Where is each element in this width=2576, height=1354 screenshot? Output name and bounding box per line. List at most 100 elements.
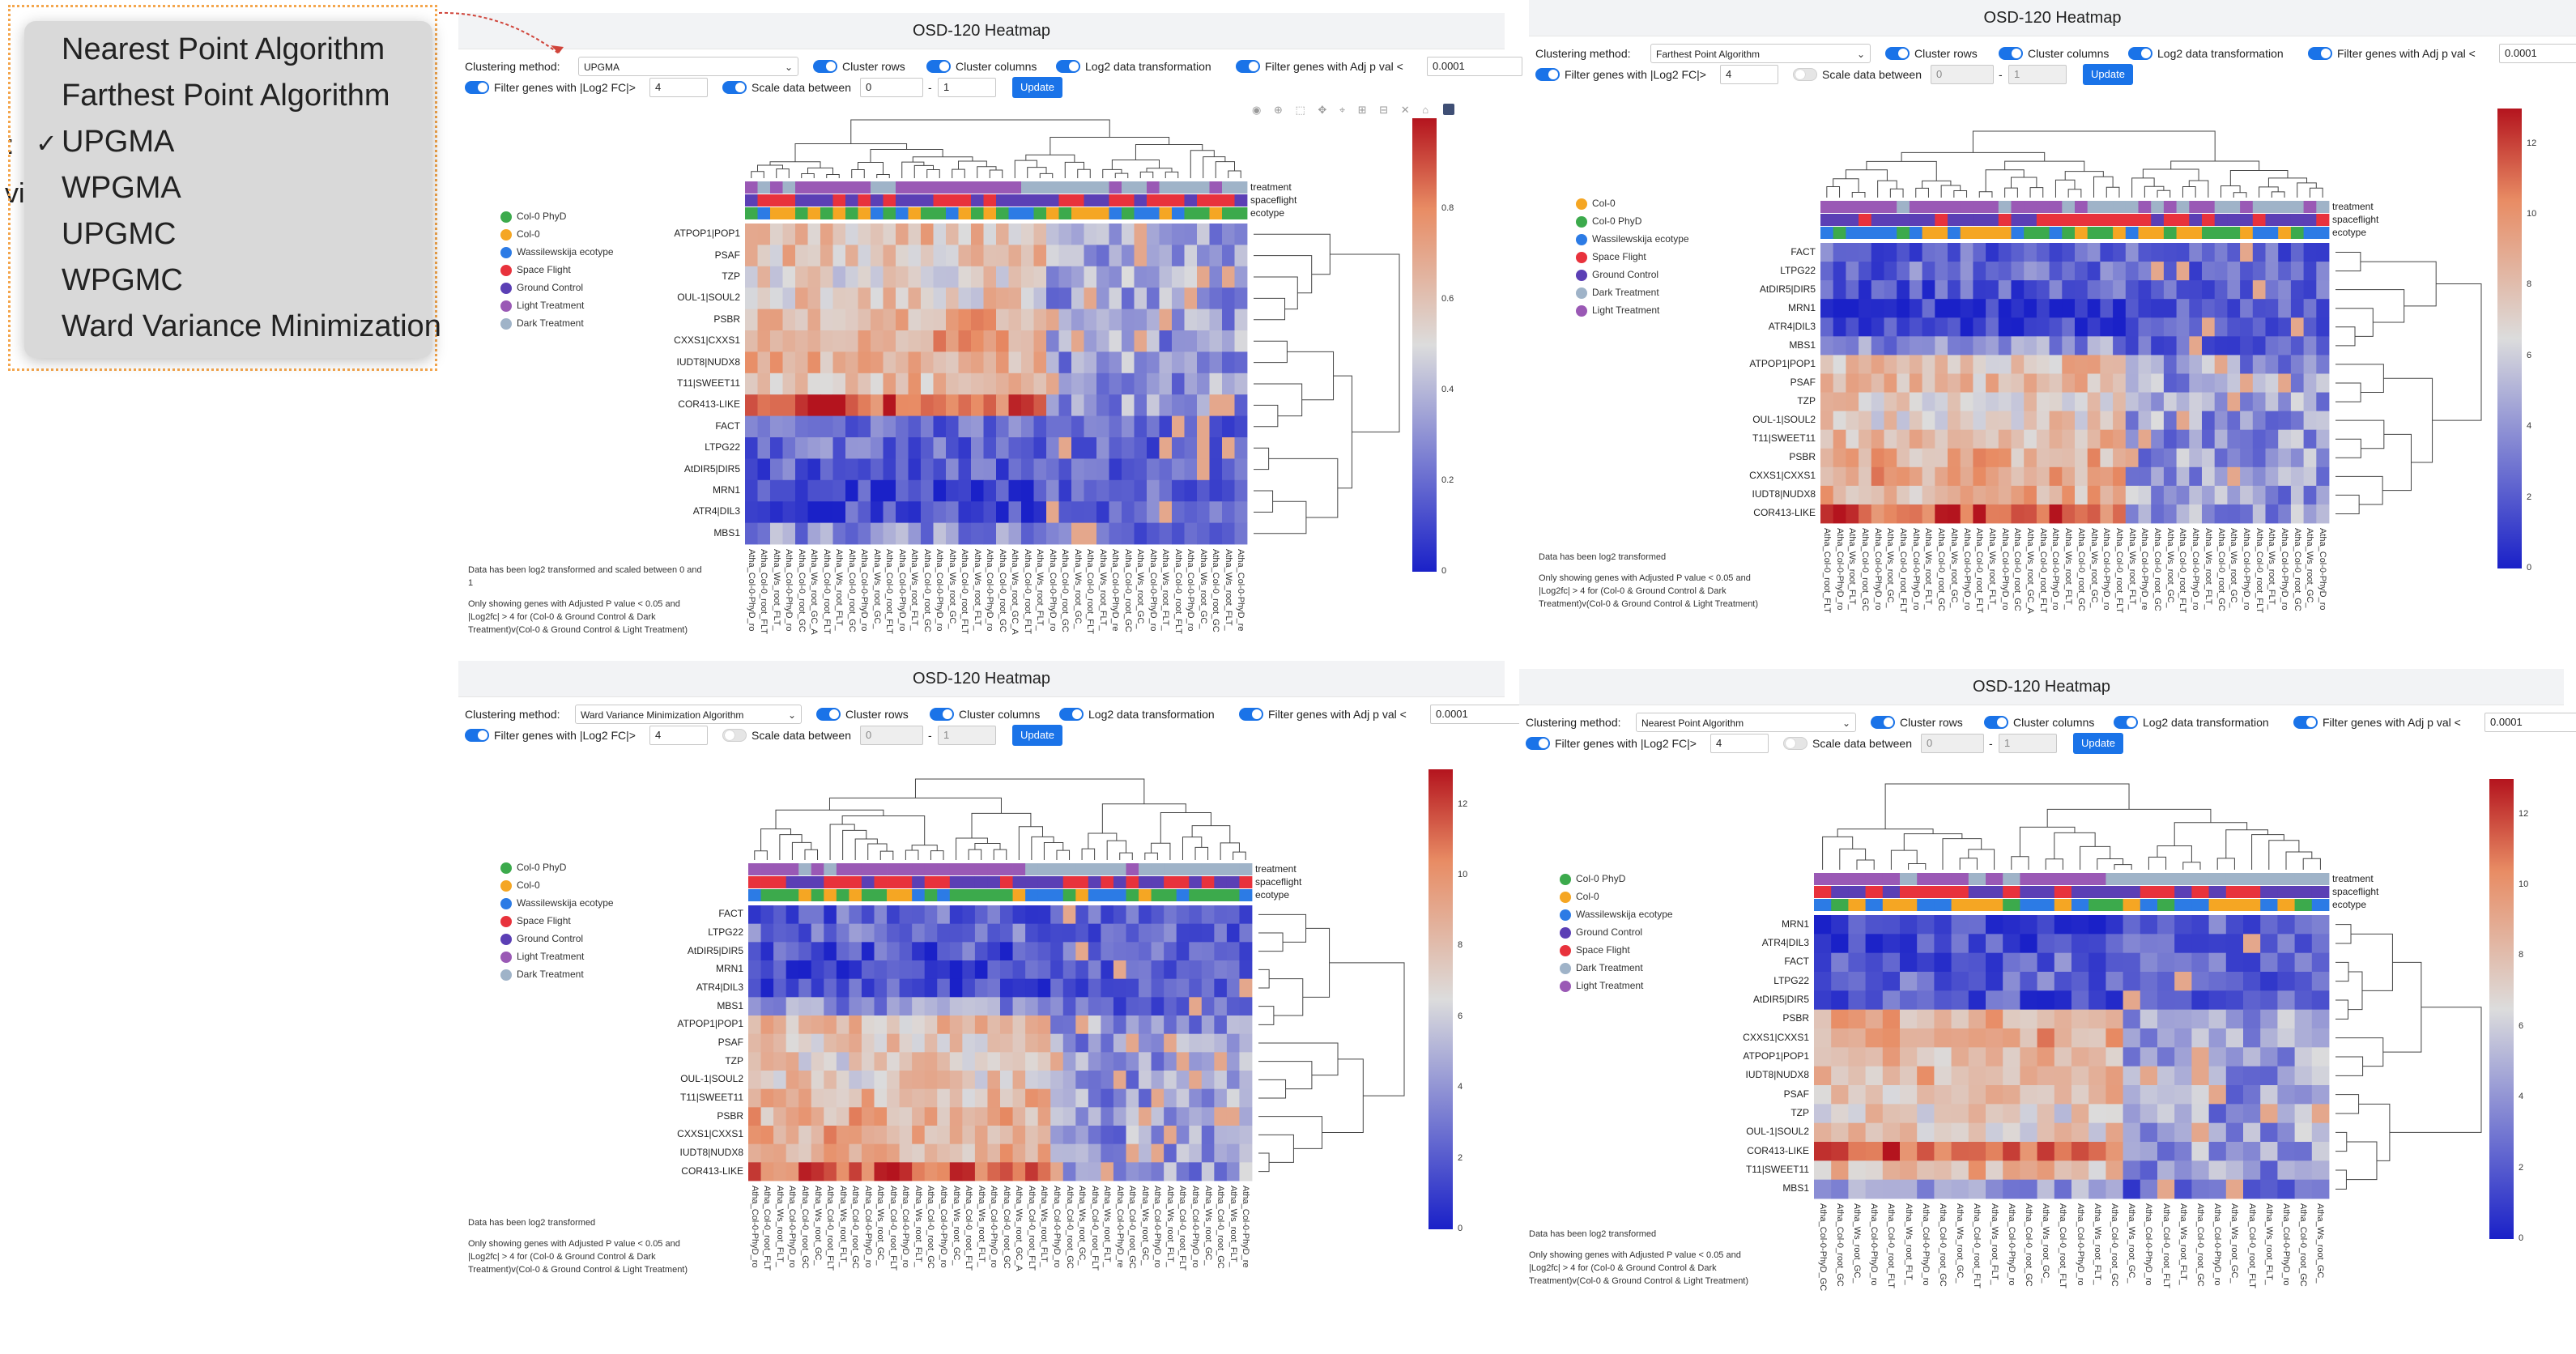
cluster-rows-toggle[interactable] [816, 708, 841, 721]
heatmap-cell [1122, 373, 1135, 395]
adj-p-value-input[interactable]: 0.0001 [2484, 713, 2576, 732]
log2fc-filter-toggle[interactable] [465, 729, 489, 742]
heatmap-cell [958, 266, 972, 288]
annotation-cell [2020, 873, 2037, 885]
heatmap-cell [883, 287, 896, 309]
log2fc-value-input[interactable]: 4 [649, 78, 708, 97]
scale-max-input[interactable]: 1 [2008, 65, 2067, 84]
log2-transform-toggle[interactable] [1059, 708, 1084, 721]
log2-transform-toggle[interactable] [1056, 60, 1080, 73]
heatmap-svg[interactable] [458, 661, 1505, 1325]
cluster-rows-toggle[interactable] [813, 60, 837, 73]
heatmap-cell [2024, 448, 2037, 468]
scale-data-toggle[interactable] [722, 81, 747, 94]
cluster-columns-toggle[interactable] [1984, 716, 2008, 729]
heatmap-cell [1848, 1160, 1866, 1181]
log2fc-filter-toggle[interactable] [1526, 737, 1550, 750]
heatmap-cell [1900, 915, 1918, 935]
log2fc-filter-toggle[interactable] [465, 81, 489, 94]
log2-transform-toggle[interactable] [2114, 716, 2138, 729]
plot-modebar[interactable]: ◉ ⊕ ⬚ ✥ ⌖ ⊞ ⊟ ✕ ⌂ [1252, 104, 1434, 116]
scale-min-input[interactable]: 0 [860, 78, 923, 97]
heatmap-cell [807, 266, 821, 288]
heatmap-cell [962, 923, 976, 943]
heatmap-cell [1184, 351, 1198, 374]
scale-min-input[interactable]: 0 [1921, 734, 1984, 753]
dropdown-option[interactable]: Ward Variance Minimization [62, 309, 441, 343]
cluster-rows-toggle[interactable] [1885, 47, 1910, 60]
dropdown-option[interactable]: UPGMC [62, 217, 177, 251]
scale-data-toggle[interactable] [1783, 737, 1807, 750]
cluster-columns-toggle[interactable] [930, 708, 954, 721]
annotation-cell [1058, 194, 1072, 207]
annotation-cell [2294, 899, 2313, 911]
cluster-columns-toggle[interactable] [1999, 47, 2023, 60]
heatmap-cell [1159, 351, 1173, 374]
update-button[interactable]: Update [2083, 64, 2133, 85]
scale-data-toggle[interactable] [1793, 68, 1817, 81]
heatmap-cell [1189, 960, 1203, 980]
row-label: ATPOP1|POP1 [674, 228, 740, 240]
annotation-cell [2225, 899, 2244, 911]
heatmap-cell [757, 479, 771, 502]
heatmap-svg[interactable] [458, 13, 1505, 677]
clustering-method-select[interactable]: Ward Variance Minimization Algorithm ⌄ [575, 705, 802, 724]
update-button[interactable]: Update [1012, 725, 1062, 746]
log2fc-value-input[interactable]: 4 [649, 726, 708, 745]
adj-p-filter-toggle[interactable] [1236, 60, 1260, 73]
dropdown-option[interactable]: WPGMC [62, 263, 183, 297]
heatmap-cell [820, 330, 833, 352]
heatmap-svg[interactable] [1529, 0, 2576, 664]
heatmap-cell [1948, 243, 1961, 262]
heatmap-cell [2243, 1179, 2261, 1199]
cluster-columns-toggle[interactable] [926, 60, 951, 73]
heatmap-svg[interactable] [1519, 669, 2564, 1333]
adj-p-value-input[interactable]: 0.0001 [1427, 57, 1522, 76]
scale-max-input[interactable]: 1 [1999, 734, 2057, 753]
dropdown-option[interactable]: Nearest Point Algorithm [62, 32, 385, 66]
heatmap-cell [1088, 1071, 1101, 1090]
heatmap-cell [1025, 1033, 1039, 1053]
heatmap-cell [2316, 262, 2330, 281]
update-button[interactable]: Update [2073, 733, 2123, 754]
log2-transform-toggle[interactable] [2128, 47, 2152, 60]
heatmap-cell [1897, 262, 1910, 281]
clustering-method-select[interactable]: Nearest Point Algorithm ⌄ [1636, 713, 1856, 732]
log2fc-value-input[interactable]: 4 [1720, 65, 1778, 84]
scale-min-input[interactable]: 0 [1931, 65, 1994, 84]
heatmap-cell [786, 1143, 799, 1163]
annotation-cell [1900, 899, 1918, 911]
scale-data-toggle[interactable] [722, 729, 747, 742]
annotation-cell [983, 181, 997, 194]
heatmap-cell [962, 1016, 976, 1035]
heatmap-cell [798, 1033, 812, 1053]
heatmap-cell [1046, 287, 1059, 309]
cluster-rows-toggle[interactable] [1871, 716, 1895, 729]
heatmap-cell [2260, 1122, 2278, 1143]
dropdown-option[interactable]: Farthest Point Algorithm [62, 79, 390, 113]
adj-p-filter-toggle[interactable] [2293, 716, 2318, 729]
adj-p-value-input[interactable]: 0.0001 [2499, 44, 2576, 63]
clustering-method-select[interactable]: Farthest Point Algorithm ⌄ [1650, 44, 1871, 63]
heatmap-cell [2123, 1179, 2141, 1199]
update-button[interactable]: Update [1012, 77, 1062, 98]
adj-p-filter-toggle[interactable] [2308, 47, 2332, 60]
heatmap-cell [2265, 411, 2279, 431]
scale-max-input[interactable]: 1 [938, 78, 996, 97]
annotation-cell [748, 889, 761, 901]
heatmap-cell [971, 522, 984, 545]
clustering-method-dropdown-menu[interactable]: Nearest Point Algorithm Farthest Point Al… [24, 21, 441, 358]
adj-p-value-input[interactable]: 0.0001 [1430, 705, 1526, 724]
dropdown-option[interactable]: WPGMA [62, 171, 181, 205]
adj-p-filter-toggle[interactable] [1239, 708, 1263, 721]
annotation-cell [1917, 899, 1935, 911]
colorbar-tick: 4 [2527, 421, 2532, 432]
clustering-method-select[interactable]: UPGMA ⌄ [578, 57, 798, 76]
log2fc-filter-toggle[interactable] [1535, 68, 1560, 81]
scale-max-input[interactable]: 1 [938, 726, 996, 745]
scale-min-input[interactable]: 0 [860, 726, 923, 745]
row-label: ATPOP1|POP1 [1743, 1050, 1809, 1062]
heatmap-cell [1934, 1104, 1952, 1124]
dropdown-option[interactable]: UPGMA [62, 125, 175, 159]
log2fc-value-input[interactable]: 4 [1710, 734, 1769, 753]
